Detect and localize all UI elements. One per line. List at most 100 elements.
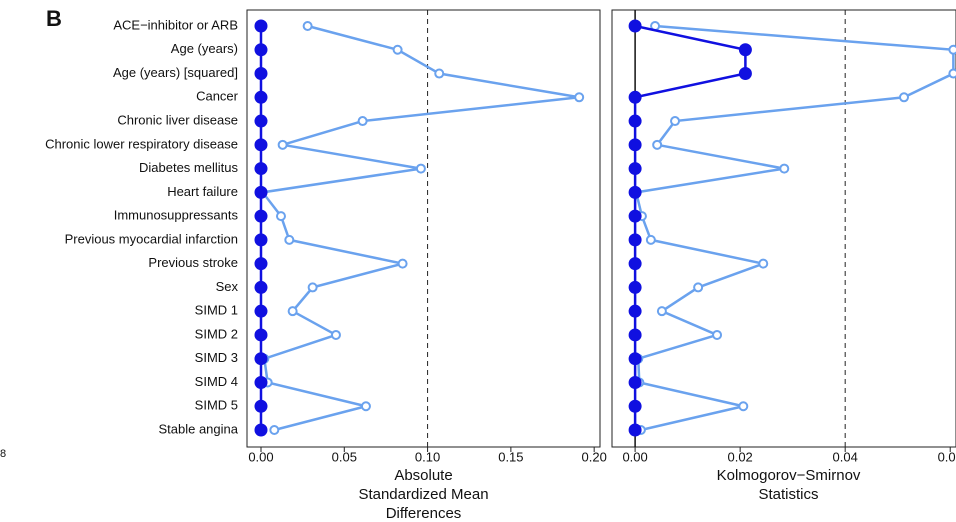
y-tick-label: Immunosuppressants [114,208,239,223]
point [712,329,723,340]
point [628,90,642,104]
y-tick-label: Sex [216,279,239,294]
point [628,233,642,247]
point [574,92,585,103]
point [254,399,268,413]
point [284,234,295,245]
y-tick-label: Stable angina [158,421,238,436]
point [948,44,956,55]
point [254,19,268,33]
point [628,185,642,199]
point [693,282,704,293]
x-axis-title: Standardized Mean [358,486,488,503]
point [628,138,642,152]
x-axis-title: Absolute [394,467,452,484]
point [628,209,642,223]
point [628,375,642,389]
y-tick-label: Chronic liver disease [117,112,238,127]
point [360,401,371,412]
point [899,92,910,103]
y-tick-label: SIMD 2 [195,326,238,341]
y-tick-label: Age (years) [squared] [113,65,238,80]
point [628,423,642,437]
point [254,280,268,294]
y-tick-label: SIMD 4 [195,374,238,389]
point [628,114,642,128]
y-tick-label: SIMD 3 [195,350,238,365]
point [392,44,403,55]
x-tick-label: 0.00 [248,449,273,464]
point [254,43,268,57]
point [738,43,752,57]
x-tick-label: 0.04 [833,449,858,464]
plot-frame [611,9,956,448]
point [254,304,268,318]
point [269,425,280,435]
point [277,139,288,150]
point [645,234,656,245]
point [254,209,268,223]
point [254,114,268,128]
series-line [260,24,580,432]
point [254,138,268,152]
y-tick-label: SIMD 1 [195,303,238,318]
point [628,304,642,318]
point [275,211,286,222]
y-tick-label: Diabetes mellitus [139,160,238,175]
point [307,282,318,293]
y-tick-label: Chronic lower respiratory disease [45,136,238,151]
point [628,352,642,366]
point [397,258,408,269]
point [738,67,752,81]
point [254,375,268,389]
x-tick-label: 0.06 [938,449,956,464]
point [948,68,956,79]
plot-frame [246,9,601,448]
point [254,257,268,271]
x-tick-label: 0.00 [622,449,647,464]
point [779,163,790,174]
point [758,258,769,269]
point [302,21,313,31]
point [656,306,667,317]
point [254,90,268,104]
point [738,401,749,412]
point [628,162,642,176]
x-axis-title: Statistics [758,486,818,503]
point [415,163,426,174]
point [670,116,681,127]
point [254,423,268,437]
y-tick-label: Cancer [196,89,239,104]
point [434,68,445,79]
point [287,306,298,317]
point [254,185,268,199]
point [357,116,368,127]
edge-text: 8 [0,448,6,460]
y-tick-label: Previous stroke [148,255,238,270]
point [628,328,642,342]
panel-label: B [46,6,62,31]
point [330,329,341,340]
point [254,162,268,176]
series-line [633,24,747,430]
point [652,139,663,150]
x-axis-title: Differences [386,505,462,522]
x-axis-title: Kolmogorov−Smirnov [717,467,861,484]
y-tick-label: Age (years) [171,41,238,56]
point [628,19,642,33]
point [628,280,642,294]
x-tick-label: 0.20 [582,449,607,464]
y-tick-label: SIMD 5 [195,398,238,413]
y-tick-label: Heart failure [167,184,238,199]
point [254,352,268,366]
x-tick-label: 0.05 [332,449,357,464]
point [254,233,268,247]
y-tick-label: ACE−inhibitor or ARB [113,17,238,32]
x-tick-label: 0.10 [415,449,440,464]
y-tick-label: Previous myocardial infarction [65,231,238,246]
point [628,399,642,413]
x-tick-label: 0.15 [498,449,523,464]
point [254,328,268,342]
point [628,257,642,271]
